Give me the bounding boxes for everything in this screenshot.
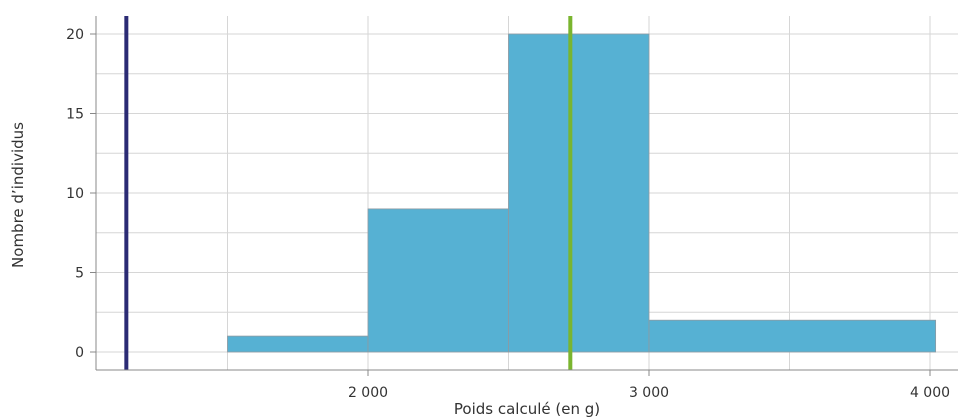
y-tick-label: 5 — [75, 266, 84, 282]
reference-lines — [124, 16, 573, 370]
y-tick-labels: 0 5 10 15 20 — [66, 27, 84, 361]
x-tick-label: 4 000 — [910, 385, 950, 401]
histogram-bar — [227, 335, 369, 353]
histogram-bar — [508, 33, 650, 353]
y-axis-title: Nombre d’individus — [9, 122, 27, 268]
y-tick-label: 0 — [75, 345, 84, 361]
y-tick-label: 10 — [66, 186, 84, 202]
axes — [90, 16, 958, 376]
x-tick-label: 2 000 — [348, 385, 388, 401]
histogram-bar — [367, 208, 509, 353]
histogram-bar — [648, 319, 937, 353]
y-tick-label: 15 — [66, 107, 84, 123]
x-tick-label: 3 000 — [629, 385, 669, 401]
x-axis-title: Poids calculé (en g) — [454, 400, 600, 418]
y-tick-label: 20 — [66, 27, 84, 43]
x-tick-labels: 2 000 3 000 4 000 — [348, 385, 950, 401]
histogram-bars — [227, 33, 937, 353]
